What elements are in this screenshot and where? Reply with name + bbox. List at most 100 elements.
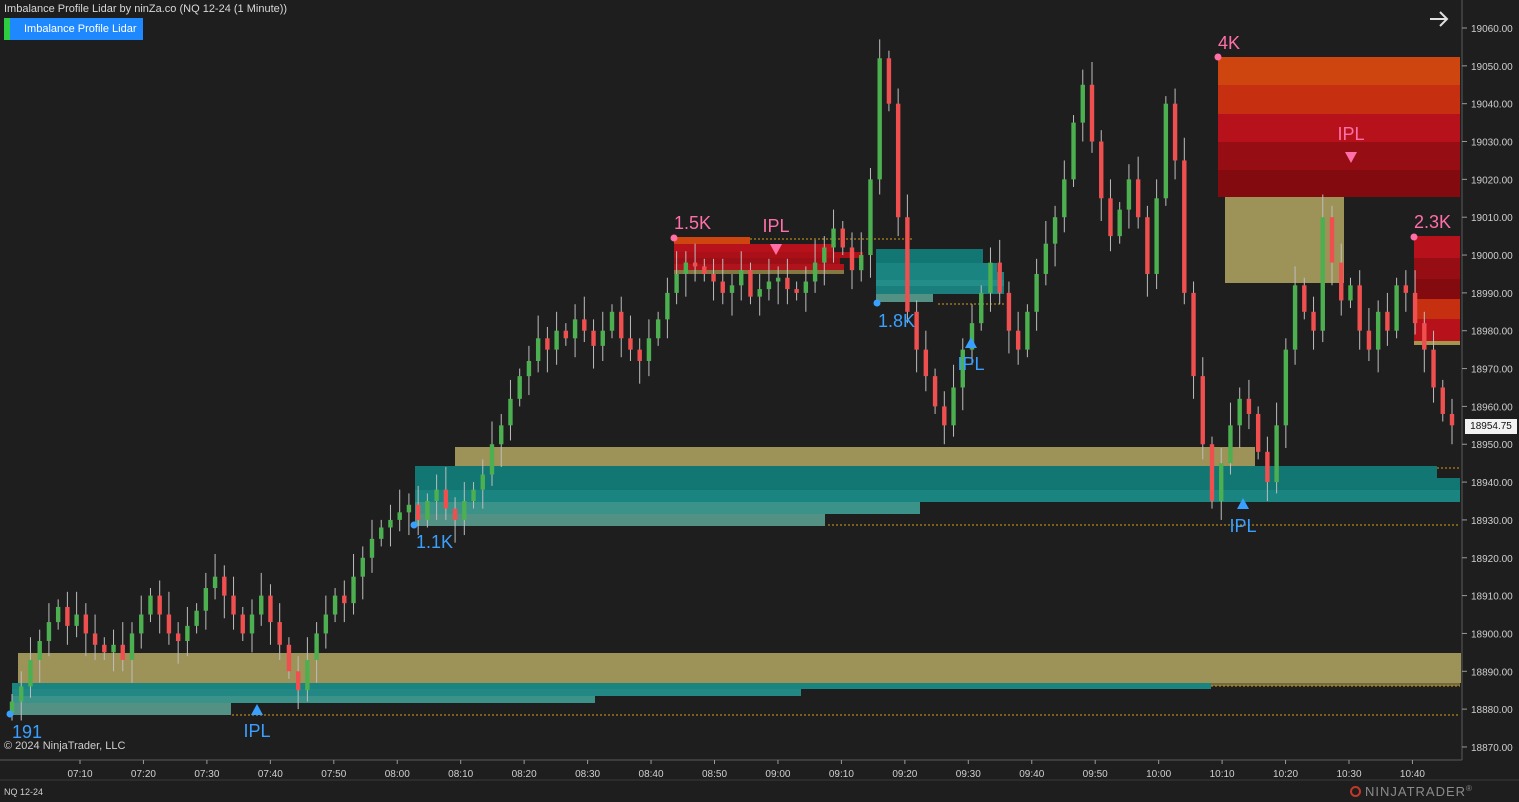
candle-body	[46, 622, 52, 642]
price-axis-label: 19040.00	[1471, 100, 1513, 111]
price-axis-label: 18870.00	[1471, 743, 1513, 754]
candle	[332, 588, 338, 623]
price-axis-label: 18940.00	[1471, 478, 1513, 489]
ipl-up-triangle-icon	[251, 704, 263, 715]
candle-body	[988, 262, 993, 293]
candle-body	[545, 338, 550, 350]
candle-body	[526, 360, 532, 377]
candle	[148, 588, 153, 623]
candle-body	[646, 338, 652, 361]
candle	[988, 247, 993, 312]
current-price-marker: 18954.75	[1465, 419, 1517, 434]
candle	[702, 258, 707, 282]
candle-body	[822, 247, 827, 263]
price-axis-label: 18910.00	[1471, 592, 1513, 603]
candle	[489, 421, 495, 486]
annotation-label: IPL	[243, 721, 270, 741]
price-axis-label: 19020.00	[1471, 175, 1513, 186]
time-axis-label: 09:30	[956, 769, 981, 780]
candle-body	[711, 273, 716, 282]
candle-body	[1043, 243, 1049, 274]
candle	[683, 251, 689, 297]
candle-body	[1320, 217, 1325, 331]
candle	[1099, 130, 1104, 221]
candle	[1126, 164, 1132, 229]
candle	[406, 493, 412, 536]
candle	[231, 576, 236, 630]
candle	[1366, 308, 1372, 361]
candle-body	[1311, 311, 1316, 331]
imbalance-zone	[876, 286, 1004, 294]
candle	[655, 311, 661, 346]
candle	[1006, 281, 1012, 354]
candle-body	[259, 595, 264, 615]
candle-body	[1412, 292, 1418, 324]
candle-body	[840, 228, 845, 248]
candle-body	[1209, 444, 1215, 501]
candle	[1357, 270, 1362, 350]
candle-body	[406, 504, 412, 513]
candle-body	[249, 614, 255, 634]
candle-body	[148, 595, 153, 615]
candle-body	[748, 270, 753, 297]
price-axis-label: 18990.00	[1471, 289, 1513, 300]
ipl-up-triangle-icon	[1237, 498, 1249, 509]
time-axis-label: 09:20	[892, 769, 917, 780]
candle-body	[1219, 463, 1224, 501]
candle	[905, 194, 910, 324]
ipl-up-triangle-icon	[965, 337, 977, 348]
time-axis-label: 08:40	[639, 769, 664, 780]
candle-body	[766, 281, 772, 290]
annotation-label: IPL	[1337, 124, 1364, 144]
imbalance-zone	[1211, 683, 1460, 686]
time-axis-label: 08:30	[575, 769, 600, 780]
candle	[1228, 402, 1233, 475]
candle	[1025, 304, 1030, 358]
candle	[157, 580, 162, 634]
logo-registered-mark: ®	[1466, 784, 1473, 793]
time-axis-label: 07:10	[67, 769, 92, 780]
candle	[637, 338, 642, 384]
candle	[729, 273, 735, 316]
candle-body	[785, 277, 790, 290]
candle	[563, 323, 569, 346]
candle	[1182, 137, 1187, 305]
candle	[1071, 115, 1076, 187]
candle	[259, 572, 264, 626]
annotations: 191 IPL 1.1K 1.5K IPL 1.8K IPL 4K IPL 2.3K IPL	[6, 33, 1451, 742]
imbalance-zone	[12, 683, 1211, 689]
candle	[499, 413, 504, 467]
candle-body	[637, 349, 642, 361]
indicator-toggle-button[interactable]: Imbalance Profile Lidar	[4, 18, 143, 40]
candle-body	[332, 595, 338, 615]
annotation-label: IPL	[957, 354, 984, 374]
price-axis-label: 19000.00	[1471, 251, 1513, 262]
candle	[923, 330, 929, 392]
candle	[74, 591, 79, 638]
chart-title: Imbalance Profile Lidar by ninZa.co (NQ …	[4, 3, 288, 15]
imbalance-zone	[415, 502, 920, 514]
price-axis-label: 18880.00	[1471, 705, 1513, 716]
annotation-label: 1.5K	[674, 213, 711, 233]
candle	[1163, 96, 1169, 206]
candle	[739, 251, 744, 301]
candle	[28, 637, 33, 698]
candle	[942, 391, 947, 445]
candle	[388, 504, 393, 547]
imbalance-zone	[674, 270, 844, 274]
candle-body	[55, 606, 61, 623]
candle-body	[129, 633, 135, 660]
candle-body	[212, 576, 218, 589]
candle	[1320, 194, 1325, 343]
imbalance-zones	[12, 57, 1461, 715]
candle	[545, 326, 550, 373]
arrow-right-icon[interactable]	[1428, 8, 1450, 30]
candle	[535, 315, 541, 373]
imbalance-zone	[674, 258, 840, 264]
candle-body	[1440, 387, 1445, 414]
price-axis-label: 18920.00	[1471, 554, 1513, 565]
candle	[1052, 205, 1058, 267]
imbalance-zone	[674, 237, 750, 244]
candle-body	[74, 614, 79, 626]
